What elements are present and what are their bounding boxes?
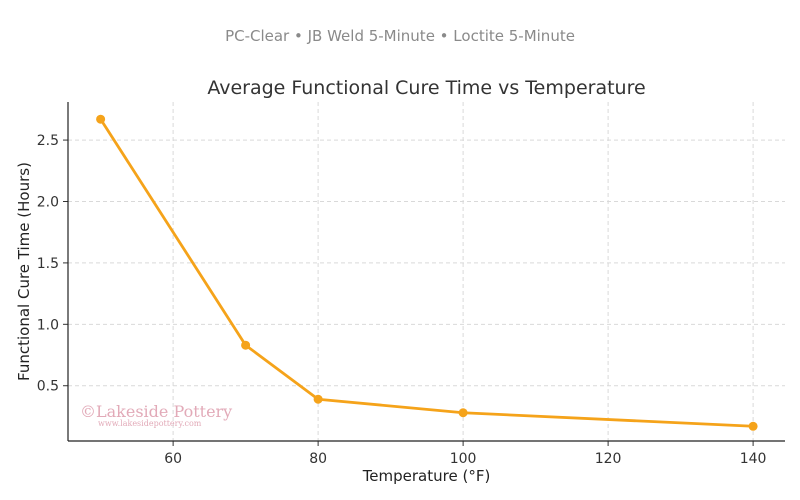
x-tick-label: 140 bbox=[740, 451, 767, 467]
y-tick-label: 2.5 bbox=[37, 133, 59, 149]
y-tick-label: 1.5 bbox=[37, 256, 59, 272]
y-tick-label: 2.0 bbox=[37, 194, 59, 210]
x-tick-label: 80 bbox=[309, 451, 327, 467]
x-tick-label: 60 bbox=[164, 451, 182, 467]
x-axis-label: Temperature (°F) bbox=[362, 467, 491, 485]
data-point bbox=[458, 408, 468, 418]
x-tick-label: 120 bbox=[595, 451, 622, 467]
data-point bbox=[96, 114, 106, 124]
x-tick-label: 100 bbox=[450, 451, 477, 467]
data-point bbox=[313, 394, 323, 404]
y-tick-label: 1.0 bbox=[37, 317, 59, 333]
series-line bbox=[99, 118, 754, 428]
data-point bbox=[748, 421, 758, 431]
watermark-logo: ©Lakeside Pottery www.lakesidepottery.co… bbox=[80, 402, 233, 428]
y-axis-label: Functional Cure Time (Hours) bbox=[15, 162, 33, 381]
chart-title: Average Functional Cure Time vs Temperat… bbox=[207, 77, 645, 99]
y-tick-label: 0.5 bbox=[37, 379, 59, 395]
chart-subtitle: PC-Clear • JB Weld 5-Minute • Loctite 5-… bbox=[225, 27, 575, 45]
data-point bbox=[241, 340, 251, 350]
